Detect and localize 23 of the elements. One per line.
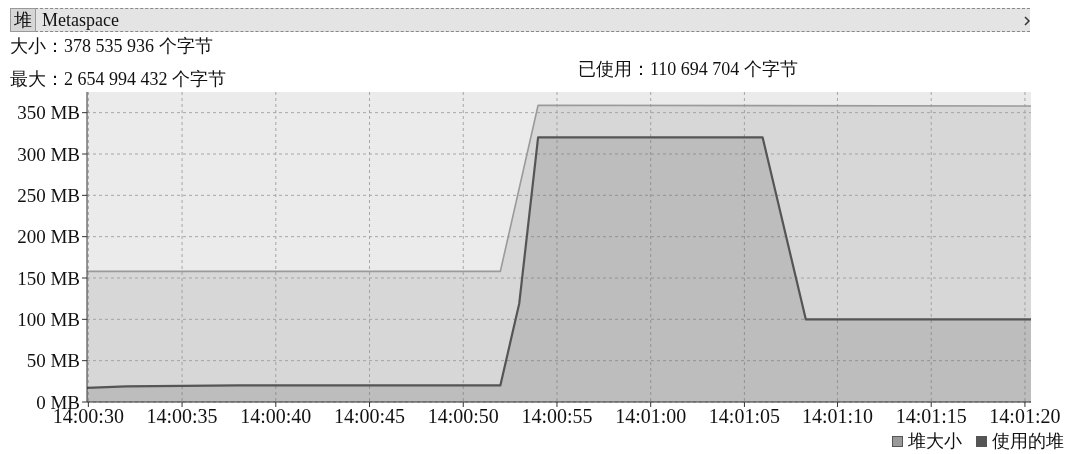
y-tick-label: 350 MB bbox=[17, 102, 80, 124]
legend-label: 堆大小 bbox=[908, 430, 962, 453]
x-tick-label: 14:01:00 bbox=[615, 405, 687, 428]
y-tick-label: 150 MB bbox=[17, 267, 80, 289]
x-tick-label: 14:01:20 bbox=[989, 405, 1061, 428]
x-tick-label: 14:01:05 bbox=[708, 405, 780, 428]
x-tick-label: 14:01:10 bbox=[801, 405, 874, 428]
y-tick-label: 300 MB bbox=[17, 143, 80, 165]
text: 已使用：110 694 704 个字节 bbox=[578, 59, 798, 79]
y-tick-label: 50 MB bbox=[26, 350, 80, 372]
y-tick-label: 200 MB bbox=[17, 226, 80, 248]
x-tick-label: 14:00:55 bbox=[521, 405, 593, 428]
x-tick-label: 14:00:45 bbox=[333, 405, 406, 428]
x-tick-label: 14:00:35 bbox=[146, 405, 218, 428]
tab-strip: 堆 Metaspace bbox=[10, 8, 1030, 32]
x-tick-label: 14:01:15 bbox=[895, 405, 967, 428]
legend-label: 使用的堆 bbox=[992, 430, 1064, 453]
x-tick-label: 14:00:50 bbox=[427, 405, 499, 428]
text: 最大：2 654 994 432 个字节 bbox=[10, 69, 226, 89]
y-tick-label: 100 MB bbox=[17, 309, 80, 331]
y-tick-label: 250 MB bbox=[17, 185, 80, 207]
x-tick-label: 14:00:40 bbox=[240, 405, 312, 428]
text: 大小：378 535 936 个字节 bbox=[10, 36, 213, 56]
